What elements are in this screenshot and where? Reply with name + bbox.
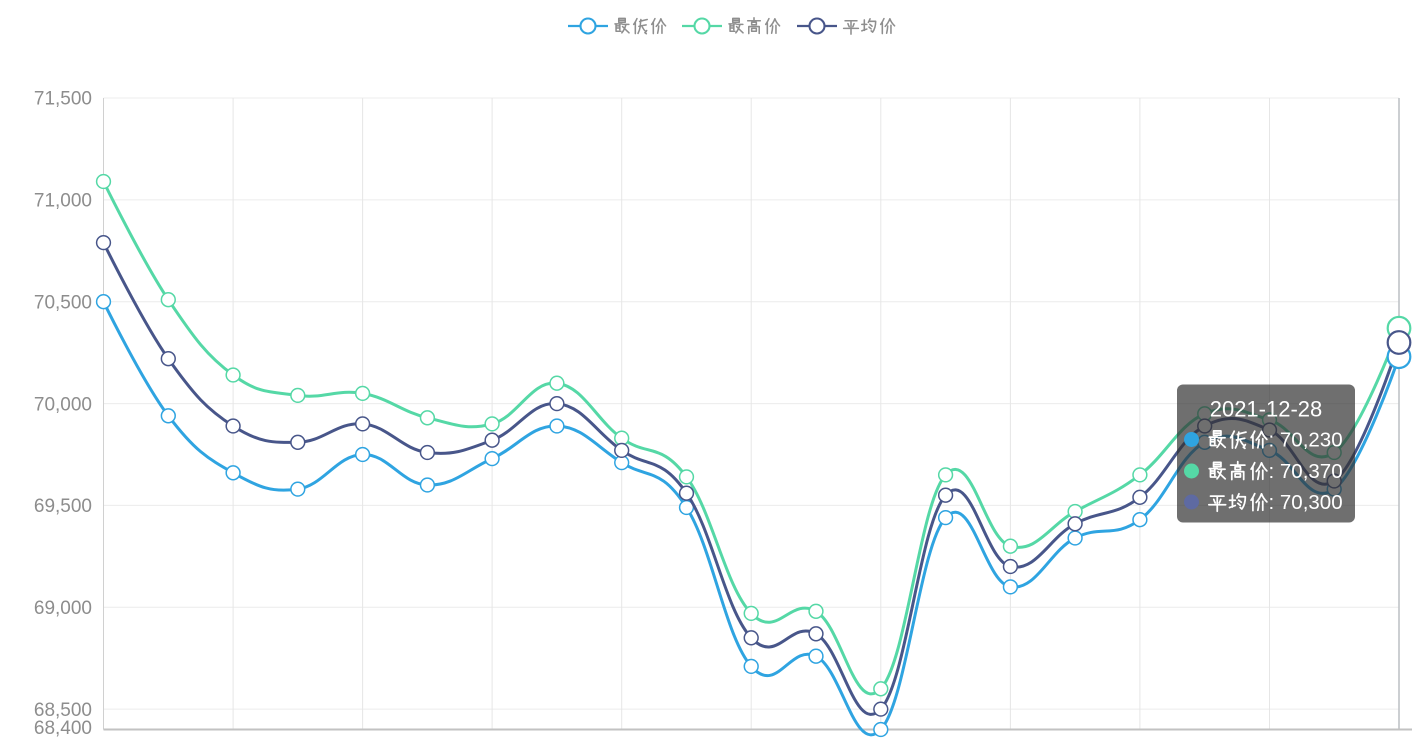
svg-text:71,000: 71,000	[34, 191, 92, 212]
svg-text:70,500: 70,500	[34, 292, 92, 313]
svg-text:69,500: 69,500	[34, 496, 92, 517]
svg-text:: 70,300: : 70,300	[1269, 491, 1343, 514]
svg-text:: 70,230: : 70,230	[1269, 429, 1343, 452]
svg-text:: 70,370: : 70,370	[1269, 460, 1343, 483]
svg-text:68,400: 68,400	[34, 718, 92, 738]
svg-text:68,500: 68,500	[34, 700, 92, 721]
svg-text:2021-12-28: 2021-12-28	[1210, 396, 1323, 421]
svg-text:70,000: 70,000	[34, 394, 92, 415]
svg-text:71,500: 71,500	[34, 89, 92, 110]
svg-text:69,000: 69,000	[34, 598, 92, 619]
